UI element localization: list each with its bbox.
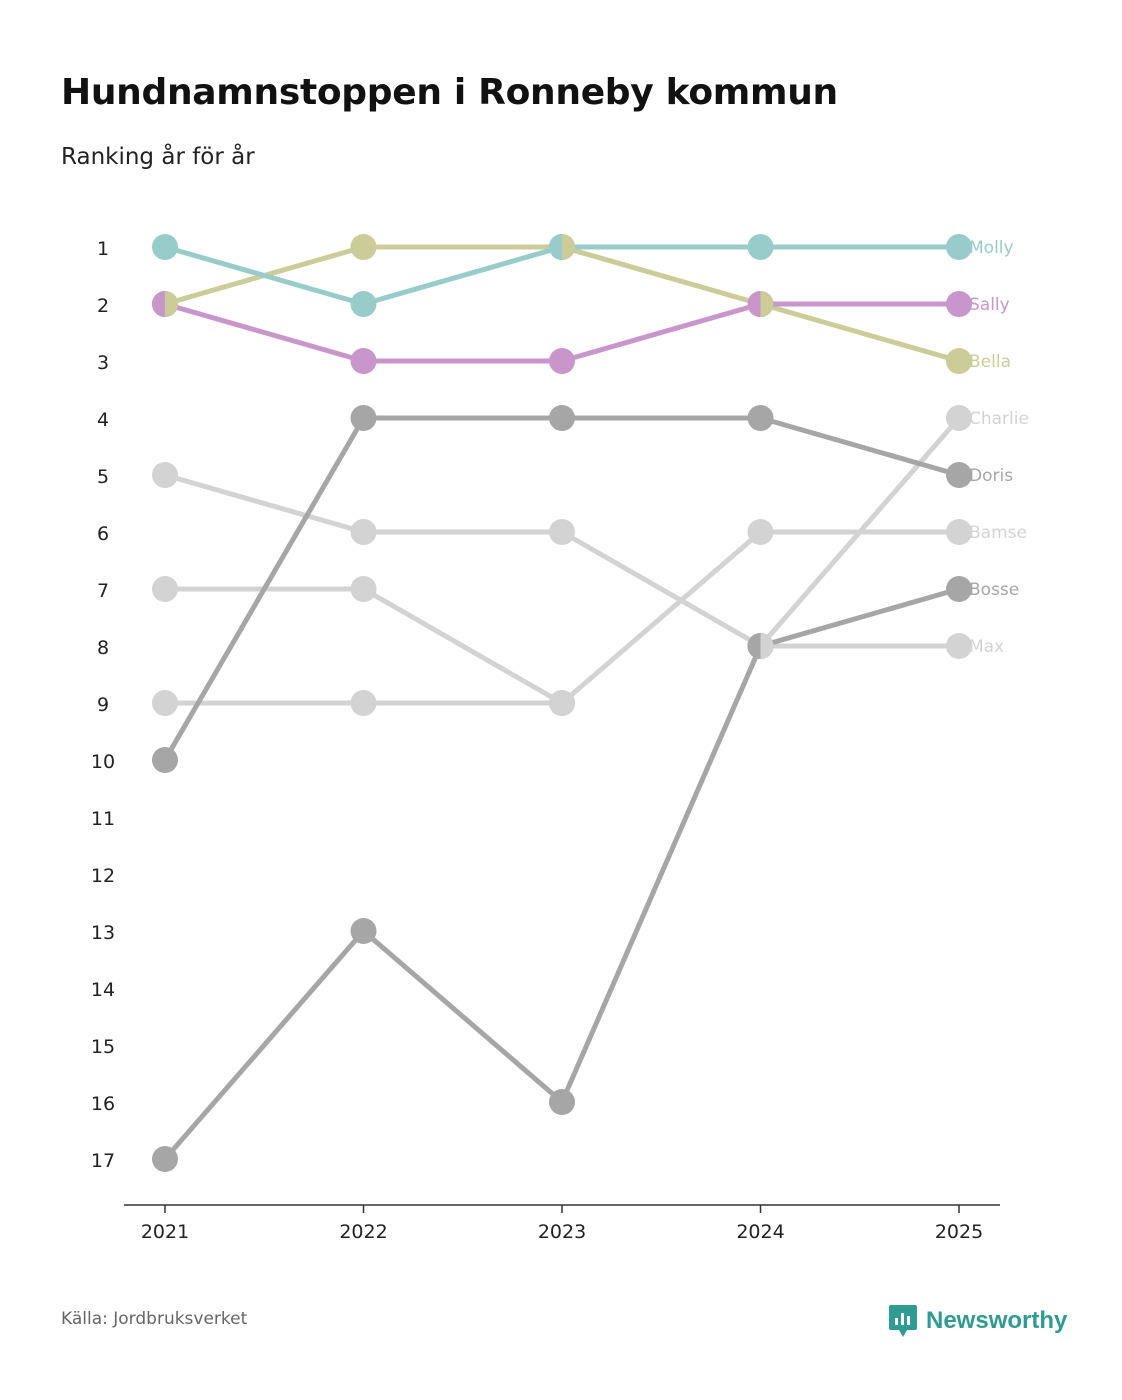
marker-molly-2022	[350, 291, 377, 317]
end-label-molly: Molly	[969, 238, 1014, 258]
y-tick-label-10: 10	[91, 751, 115, 773]
marker-bamse-2024	[747, 519, 774, 545]
x-tick-label-2023: 2023	[538, 1221, 586, 1243]
end-label-charlie: Charlie	[969, 409, 1029, 429]
marker-doris-2025	[946, 462, 972, 488]
y-tick-label-2: 2	[97, 295, 109, 317]
source-note: Källa: Jordbruksverket	[61, 1309, 248, 1329]
marker-molly-2025	[946, 234, 972, 260]
marker-bosse-2023	[549, 1089, 575, 1115]
y-tick-label-5: 5	[97, 466, 109, 488]
marker-doris-2022	[350, 405, 377, 431]
marker-doris-2021	[152, 747, 178, 773]
brand-name: Newsworthy	[926, 1307, 1068, 1334]
half-marker-bella-2024	[760, 291, 774, 317]
y-tick-label-4: 4	[97, 409, 109, 431]
marker-sally-2022	[350, 348, 377, 374]
y-tick-label-6: 6	[97, 523, 109, 545]
half-marker-sally-2021	[152, 291, 165, 317]
x-tick-label-2021: 2021	[141, 1221, 189, 1243]
marker-bamse-2025	[946, 519, 972, 545]
end-label-bamse: Bamse	[969, 523, 1027, 543]
half-marker-charlie-2024	[760, 633, 774, 659]
marker-bella-2025	[946, 348, 972, 374]
half-marker-sally-2024	[747, 291, 761, 317]
half-marker-molly-2023	[549, 234, 562, 260]
x-tick-label-2024: 2024	[736, 1221, 784, 1243]
series-end-labels: Charlie Bamse Max Doris Bosse Bella Sally Molly	[969, 238, 1029, 657]
marker-series-8-2022	[350, 576, 377, 602]
y-tick-label-12: 12	[91, 865, 115, 887]
y-tick-label-11: 11	[91, 808, 115, 830]
marker-bamse-2022	[350, 690, 377, 716]
marker-bamse-2021	[152, 690, 178, 716]
marker-bosse-2021	[152, 1146, 178, 1172]
shared-rank-markers	[152, 234, 774, 659]
marker-max-2023	[549, 519, 575, 545]
x-tick-label-2025: 2025	[935, 1221, 983, 1243]
line-max	[162, 472, 962, 649]
chart-subtitle: Ranking år för år	[61, 144, 255, 170]
y-tick-label-17: 17	[91, 1150, 115, 1172]
y-tick-label-7: 7	[97, 580, 109, 602]
y-tick-label-9: 9	[97, 694, 109, 716]
brand-logo: Newsworthy	[888, 1303, 1067, 1339]
line-series-8	[162, 586, 565, 706]
half-marker-bella-2023	[562, 234, 575, 260]
marker-doris-2024	[747, 405, 774, 431]
marker-max-2022	[350, 519, 377, 545]
marker-bosse-2022	[350, 918, 377, 944]
newsworthy-logo-icon	[889, 1305, 917, 1337]
end-label-doris: Doris	[969, 466, 1013, 486]
chart-title: Hundnamnstoppen i Ronneby kommun	[61, 72, 838, 113]
marker-doris-2023	[549, 405, 575, 431]
y-tick-label-8: 8	[97, 637, 109, 659]
y-tick-label-14: 14	[91, 979, 115, 1001]
marker-molly-2021	[152, 234, 178, 260]
y-tick-label-15: 15	[91, 1036, 115, 1058]
marker-molly-2024	[747, 234, 774, 260]
marker-series-8-2021	[152, 576, 178, 602]
y-tick-label-1: 1	[97, 238, 109, 260]
marker-charlie-2025	[946, 405, 972, 431]
y-tick-label-16: 16	[91, 1093, 115, 1115]
marker-max-2021	[152, 462, 178, 488]
y-tick-label-13: 13	[91, 922, 115, 944]
marker-max-2025	[946, 633, 972, 659]
marker-series-8-2023	[549, 690, 575, 716]
marker-sally-2025	[946, 291, 972, 317]
marker-sally-2023	[549, 348, 575, 374]
marker-bella-2022	[350, 234, 377, 260]
end-label-sally: Sally	[969, 295, 1010, 315]
half-marker-bella-2021	[165, 291, 178, 317]
line-bosse	[162, 586, 962, 1162]
end-label-bella: Bella	[969, 352, 1011, 372]
end-label-bosse: Bosse	[969, 580, 1019, 600]
half-marker-bosse-2024	[747, 633, 761, 659]
y-tick-label-3: 3	[97, 352, 109, 374]
x-tick-label-2022: 2022	[339, 1221, 387, 1243]
end-label-max: Max	[969, 637, 1004, 657]
marker-bosse-2025	[946, 576, 972, 602]
